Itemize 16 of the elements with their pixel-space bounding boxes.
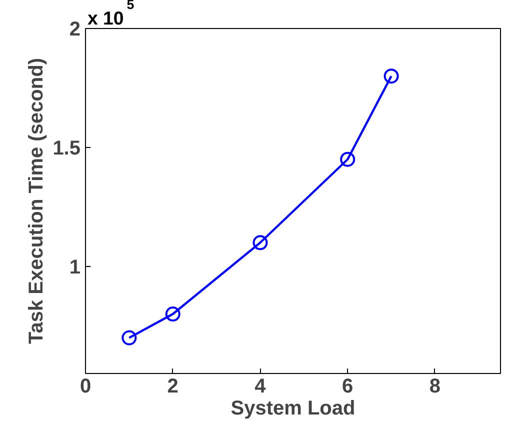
y-tick-label: 1 [69, 256, 80, 278]
point [340, 152, 356, 167]
x-tick-label: 2 [167, 376, 178, 398]
x-tick-label: 0 [80, 376, 92, 398]
point [122, 330, 137, 346]
x-tick-label: 8 [429, 376, 441, 398]
x-axis-title: System Load [230, 398, 356, 420]
point [252, 235, 268, 250]
y-tick-label: 2 [69, 18, 80, 40]
annotation: x 105 [88, 0, 135, 28]
point [165, 306, 180, 322]
x-tick-label: 4 [254, 376, 267, 398]
x-tick-label: 6 [342, 376, 354, 398]
y-tick-label: 1.5 [52, 137, 81, 160]
point [384, 68, 399, 84]
y-axis-title: Task Execution Time (second) [26, 58, 48, 344]
